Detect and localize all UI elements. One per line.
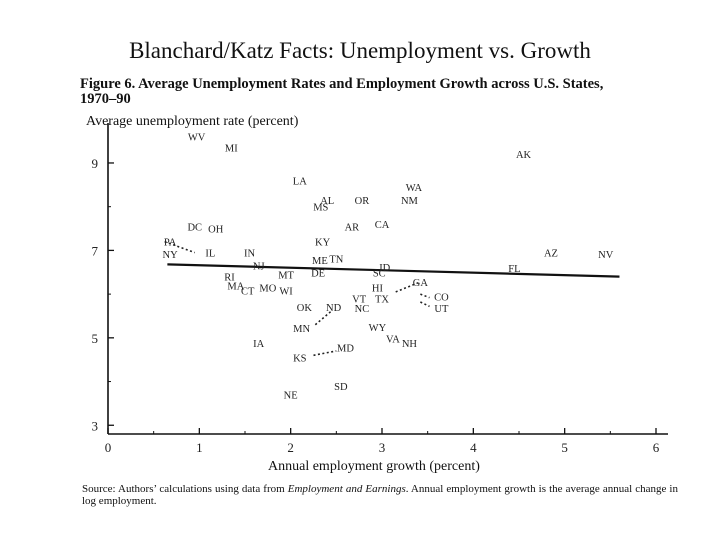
data-point-nd: ND bbox=[326, 303, 342, 314]
point-connector bbox=[420, 293, 430, 299]
x-axis-label: Annual employment growth (percent) bbox=[268, 459, 480, 474]
y-tick-label: 5 bbox=[92, 331, 99, 346]
data-point-me: ME bbox=[312, 256, 328, 267]
data-point-mi: MI bbox=[225, 144, 238, 155]
data-point-co: CO bbox=[434, 292, 449, 303]
data-point-sc: SC bbox=[373, 268, 386, 279]
data-point-wi: WI bbox=[279, 287, 293, 298]
data-point-az: AZ bbox=[544, 249, 558, 260]
data-point-fl: FL bbox=[508, 264, 520, 275]
source-note: Source: Authors’ calculations using data… bbox=[82, 483, 678, 507]
data-point-nm: NM bbox=[401, 196, 419, 207]
data-point-ga: GA bbox=[413, 278, 429, 289]
source-lead: Source: Authors’ calculations using data… bbox=[82, 483, 288, 495]
data-point-ct: CT bbox=[241, 287, 255, 298]
fit-line bbox=[167, 263, 620, 278]
data-point-pa: PA bbox=[164, 238, 177, 249]
data-point-mn: MN bbox=[293, 324, 310, 335]
data-point-ut: UT bbox=[434, 304, 449, 315]
data-point-tx: TX bbox=[375, 294, 389, 305]
y-tick-label: 9 bbox=[92, 156, 99, 171]
data-point-wv: WV bbox=[188, 133, 206, 144]
data-point-nj: NJ bbox=[253, 262, 265, 273]
data-point-ar: AR bbox=[345, 222, 360, 233]
data-point-ri: RI bbox=[224, 273, 235, 284]
x-tick-label: 4 bbox=[470, 440, 477, 455]
point-connector bbox=[314, 310, 333, 326]
source-tail: . Annual employment growth is the averag… bbox=[82, 483, 678, 507]
data-point-ny: NY bbox=[163, 250, 179, 261]
point-connector bbox=[420, 301, 430, 308]
figure-title-line1: Figure 6. Average Unemployment Rates and… bbox=[80, 76, 604, 92]
point-connector bbox=[164, 240, 196, 254]
data-point-id: ID bbox=[379, 263, 390, 274]
point-connector bbox=[313, 350, 337, 357]
data-point-al: AL bbox=[320, 196, 334, 207]
data-point-oh: OH bbox=[208, 225, 224, 236]
data-point-tn: TN bbox=[329, 254, 343, 265]
connectors-group bbox=[164, 240, 430, 357]
data-point-va: VA bbox=[386, 335, 400, 346]
slide-title: Blanchard/Katz Facts: Unemployment vs. G… bbox=[129, 38, 591, 63]
data-point-or: OR bbox=[355, 196, 370, 207]
data-point-ok: OK bbox=[297, 303, 313, 314]
fit-line-group bbox=[167, 263, 620, 278]
axes-group: 0 1 2 3 4 5 6 3 5 7 9 bbox=[92, 123, 668, 455]
data-point-mt: MT bbox=[278, 270, 294, 281]
y-tick-label: 7 bbox=[92, 243, 99, 258]
data-point-ms: MS bbox=[313, 203, 328, 214]
data-point-hi: HI bbox=[372, 284, 384, 295]
data-point-de: DE bbox=[311, 268, 325, 279]
data-point-wa: WA bbox=[406, 183, 423, 194]
figure-title: Figure 6. Average Unemployment Rates and… bbox=[80, 77, 680, 107]
data-point-md: MD bbox=[337, 343, 354, 354]
data-point-wy: WY bbox=[369, 323, 387, 334]
figure-title-line2: 1970–90 bbox=[80, 91, 131, 107]
data-point-ak: AK bbox=[516, 150, 532, 161]
data-point-nc: NC bbox=[355, 304, 370, 315]
y-tick-label: 3 bbox=[92, 418, 99, 433]
y-axis-label: Average unemployment rate (percent) bbox=[86, 114, 299, 129]
points-group: WV MI AK LA WA AL OR NM MS AR CA DC OH KY PA IN IL NY AZ NV… bbox=[163, 133, 614, 402]
data-point-in: IN bbox=[244, 249, 255, 260]
data-point-ma: MA bbox=[227, 281, 244, 292]
data-point-ia: IA bbox=[253, 339, 264, 350]
data-point-ky: KY bbox=[315, 238, 331, 249]
data-point-ks: KS bbox=[293, 354, 307, 365]
data-point-la: LA bbox=[293, 176, 307, 187]
data-point-dc: DC bbox=[187, 222, 202, 233]
data-point-mo: MO bbox=[259, 284, 276, 295]
data-point-vt: VT bbox=[352, 294, 367, 305]
data-point-nh: NH bbox=[402, 339, 418, 350]
data-point-il: IL bbox=[205, 249, 215, 260]
x-tick-label: 2 bbox=[287, 440, 294, 455]
data-point-sd: SD bbox=[334, 382, 348, 393]
source-italic: Employment and Earnings bbox=[287, 483, 406, 495]
x-tick-label: 6 bbox=[653, 440, 660, 455]
data-point-ne: NE bbox=[284, 391, 298, 402]
data-point-nv: NV bbox=[598, 250, 614, 261]
data-point-ca: CA bbox=[375, 220, 390, 231]
x-tick-label: 1 bbox=[196, 440, 203, 455]
x-tick-label: 3 bbox=[379, 440, 386, 455]
x-tick-label: 0 bbox=[105, 440, 112, 455]
x-tick-label: 5 bbox=[561, 440, 568, 455]
